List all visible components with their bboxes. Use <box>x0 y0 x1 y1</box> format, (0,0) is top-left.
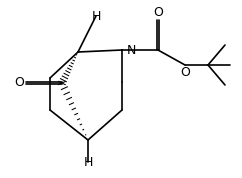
Text: H: H <box>91 9 101 22</box>
Text: O: O <box>14 77 24 90</box>
Text: H: H <box>83 156 93 169</box>
Text: O: O <box>153 6 163 19</box>
Text: N: N <box>127 43 136 56</box>
Text: O: O <box>180 66 190 79</box>
